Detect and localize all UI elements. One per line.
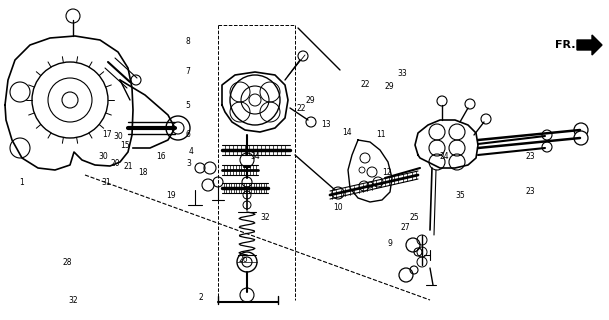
Text: 23: 23 — [525, 188, 535, 196]
Text: 12: 12 — [382, 168, 392, 177]
Text: 15: 15 — [120, 141, 130, 150]
Text: 30: 30 — [114, 132, 124, 141]
Circle shape — [574, 131, 588, 145]
Text: 35: 35 — [455, 191, 465, 200]
Text: 22: 22 — [297, 104, 306, 113]
Text: 27: 27 — [400, 223, 410, 232]
Text: 20: 20 — [111, 159, 121, 168]
Text: 14: 14 — [342, 128, 352, 137]
Text: 7: 7 — [185, 68, 190, 76]
Text: 2: 2 — [199, 293, 203, 302]
Text: 29: 29 — [385, 82, 395, 91]
Text: 21: 21 — [123, 162, 133, 171]
Text: 24: 24 — [440, 152, 449, 161]
Text: 22: 22 — [361, 80, 370, 89]
Text: 32: 32 — [68, 296, 78, 305]
Text: 5: 5 — [185, 101, 190, 110]
Circle shape — [574, 123, 588, 137]
Text: 6: 6 — [185, 130, 190, 139]
Text: 29: 29 — [306, 96, 315, 105]
Text: 23: 23 — [525, 152, 535, 161]
Text: 19: 19 — [166, 191, 175, 200]
Text: 25: 25 — [409, 213, 419, 222]
Text: 28: 28 — [62, 258, 72, 267]
Text: 4: 4 — [188, 148, 193, 156]
Text: 9: 9 — [387, 239, 392, 248]
Text: 33: 33 — [397, 69, 407, 78]
Text: 32: 32 — [260, 213, 270, 222]
Text: 34: 34 — [251, 152, 261, 161]
Text: 16: 16 — [157, 152, 166, 161]
Text: 3: 3 — [186, 159, 191, 168]
Text: 30: 30 — [99, 152, 108, 161]
Text: 13: 13 — [321, 120, 331, 129]
Text: 31: 31 — [102, 178, 111, 187]
Text: 10: 10 — [333, 204, 343, 212]
Text: 11: 11 — [376, 130, 385, 139]
Text: FR.: FR. — [555, 40, 576, 50]
Text: 1: 1 — [19, 178, 24, 187]
Text: 8: 8 — [185, 37, 190, 46]
Text: 17: 17 — [102, 130, 111, 139]
Text: 26: 26 — [239, 255, 248, 264]
Text: 18: 18 — [138, 168, 148, 177]
Polygon shape — [577, 35, 602, 55]
